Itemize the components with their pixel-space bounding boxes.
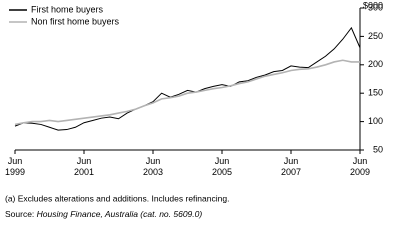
y-tick-label: 300	[368, 2, 383, 12]
footnote: (a) Excludes alterations and additions. …	[5, 193, 229, 203]
y-tick-label: 100	[368, 116, 383, 126]
x-tick-label-line: 2009	[350, 167, 370, 177]
x-tick-label-line: 2007	[281, 167, 301, 177]
y-tick-label: 150	[368, 88, 383, 98]
x-tick-label-line: Jun	[8, 156, 23, 166]
x-tick-label-line: 2001	[74, 167, 94, 177]
x-tick-label-line: Jun	[77, 156, 92, 166]
x-tick-label-line: 2003	[143, 167, 163, 177]
x-tick-label-line: 2005	[212, 167, 232, 177]
chart: $000 (a) Excludes alterations and additi…	[5, 0, 383, 219]
y-tick-label: 50	[373, 144, 383, 154]
legend-label: First home buyers	[31, 4, 104, 14]
legend-label: Non first home buyers	[31, 16, 120, 26]
x-tick-label-line: Jun	[146, 156, 161, 166]
y-tick-label: 250	[368, 31, 383, 41]
y-tick-label: 200	[368, 59, 383, 69]
x-tick-label: Jun 2003	[143, 156, 163, 177]
source-text: Housing Finance, Australia (cat. no. 560…	[37, 209, 203, 219]
x-tick-label: Jun 2001	[74, 156, 94, 177]
x-tick-label: Jun 2005	[212, 156, 232, 177]
source-label: Source:	[5, 209, 34, 219]
x-tick-label: Jun 2007	[281, 156, 301, 177]
x-tick-label: Jun 2009	[350, 156, 370, 177]
y-unit: $000	[363, 0, 383, 10]
series-line	[14, 59, 360, 126]
series-line	[14, 26, 361, 131]
x-tick-label-line: 1999	[5, 167, 25, 177]
x-tick-label-line: Jun	[215, 156, 230, 166]
x-tick-label-line: Jun	[353, 156, 368, 166]
source: Source: Housing Finance, Australia (cat.…	[5, 209, 202, 219]
x-tick-label: Jun 1999	[5, 156, 25, 177]
x-tick-label-line: Jun	[284, 156, 299, 166]
